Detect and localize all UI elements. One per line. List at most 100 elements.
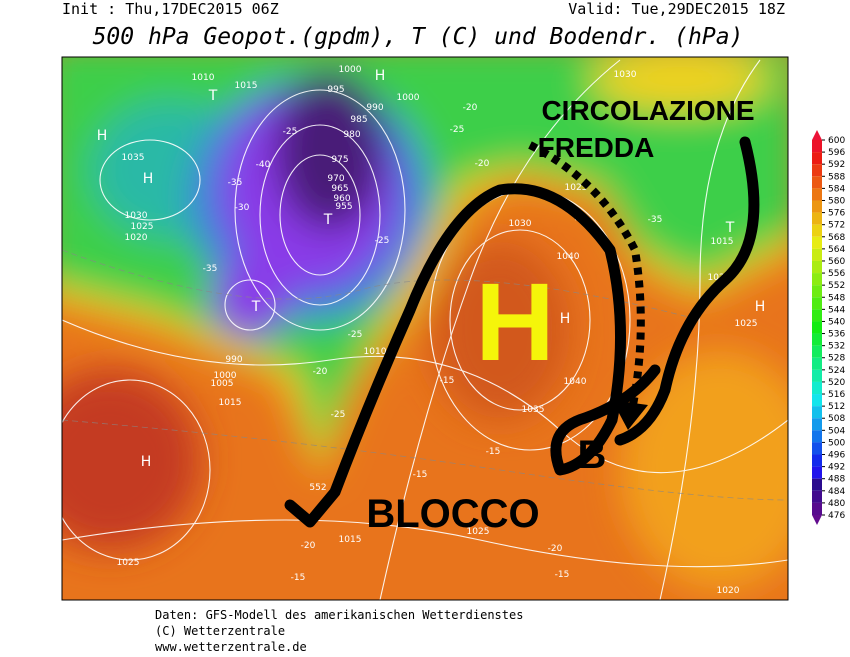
- pressure-center: H: [143, 171, 154, 187]
- pressure-center: T: [251, 299, 261, 315]
- colorbar-swatch: [812, 248, 822, 261]
- contour-label: -20: [463, 103, 478, 113]
- contour-label: 1010: [192, 73, 215, 83]
- contour-label: 1030: [125, 211, 148, 221]
- colorbar-swatch: [812, 236, 822, 249]
- colorbar-swatch: [812, 152, 822, 165]
- colorbar-label: 576: [828, 209, 845, 219]
- colorbar-swatch: [812, 406, 822, 419]
- pressure-center: T: [208, 88, 218, 104]
- annotation: BLOCCO: [366, 492, 539, 536]
- contour-label: 1015: [711, 237, 734, 247]
- colorbar-swatch: [812, 260, 822, 274]
- colorbar-swatch: [812, 357, 822, 370]
- contour-label: 990: [366, 103, 383, 113]
- colorbar-end: [812, 515, 822, 525]
- contour-label: 960: [333, 194, 350, 204]
- colorbar-label: 600: [828, 136, 845, 146]
- contour-label: 980: [343, 130, 360, 140]
- annotation: CIRCOLAZIONE: [541, 95, 754, 126]
- colorbar-label: 544: [828, 305, 845, 315]
- colorbar-swatch: [812, 381, 822, 395]
- colorbar-swatch: [812, 309, 822, 322]
- colorbar-label: 492: [828, 463, 845, 473]
- colorbar-label: 556: [828, 269, 845, 279]
- colorbar-label: 480: [828, 499, 845, 509]
- colorbar-label: 524: [828, 366, 845, 376]
- contour-label: 1015: [235, 81, 258, 91]
- contour-label: 965: [331, 184, 348, 194]
- colorbar-label: 484: [828, 487, 845, 497]
- colorbar-label: 548: [828, 293, 845, 303]
- colorbar-swatch: [812, 140, 822, 153]
- colorbar-label: 532: [828, 342, 845, 352]
- contour-label: 1030: [614, 70, 637, 80]
- colorbar-swatch: [812, 285, 822, 298]
- colorbar-label: 584: [828, 184, 845, 194]
- contour-label: 995: [327, 85, 344, 95]
- contour-label: 990: [225, 355, 242, 365]
- contour-label: 1040: [557, 252, 580, 262]
- colorbar-swatch: [812, 164, 822, 177]
- contour-label: -25: [283, 127, 298, 137]
- contour-label: 1025: [565, 183, 588, 193]
- colorbar-swatch: [812, 478, 822, 491]
- colorbar-swatch: [812, 188, 822, 201]
- contour-label: -20: [475, 159, 490, 169]
- colorbar-swatch: [812, 466, 822, 479]
- colorbar-swatch: [812, 224, 822, 237]
- colorbar-label: 560: [828, 257, 845, 267]
- colorbar-label: 528: [828, 354, 845, 364]
- colorbar-label: 508: [828, 414, 845, 424]
- colorbar-swatch: [812, 345, 822, 358]
- colorbar-swatch: [812, 176, 822, 189]
- colorbar-label: 476: [828, 511, 845, 521]
- colorbar-label: 512: [828, 402, 845, 412]
- contour-label: 1025: [467, 527, 490, 537]
- colorbar-swatch: [812, 212, 822, 225]
- colorbar-swatch: [812, 502, 822, 515]
- contour-label: -15: [555, 570, 570, 580]
- pressure-center: H: [375, 68, 386, 84]
- pressure-center: H: [755, 299, 766, 315]
- contour-label: -25: [450, 125, 465, 135]
- colorbar-label: 572: [828, 221, 845, 231]
- contour-label: 1035: [122, 153, 145, 163]
- contour-label: -25: [331, 410, 346, 420]
- colorbar-swatch: [812, 394, 822, 407]
- colorbar-label: 596: [828, 148, 845, 158]
- contour-label: -15: [486, 447, 501, 457]
- contour-label: 1015: [219, 398, 242, 408]
- contour-label: 552: [309, 483, 326, 493]
- colorbar-swatch: [812, 454, 822, 467]
- pressure-center: T: [725, 220, 735, 236]
- contour-label: 1000: [214, 371, 237, 381]
- colorbar-label: 568: [828, 233, 845, 243]
- colorbar-label: 496: [828, 451, 845, 461]
- contour-label: 975: [331, 155, 348, 165]
- colorbar-swatch: [812, 200, 822, 213]
- contour-label: -30: [235, 203, 250, 213]
- footer-line: Daten: GFS-Modell des amerikanischen Wet…: [155, 608, 523, 622]
- valid-time: Valid: Tue,29DEC2015 18Z: [568, 0, 785, 18]
- contour-label: -25: [375, 236, 390, 246]
- contour-label: 1000: [397, 93, 420, 103]
- colorbar-swatch: [812, 273, 822, 286]
- footer-line: (C) Wetterzentrale: [155, 624, 285, 638]
- colorbar-swatch: [812, 297, 822, 310]
- contour-label: 1040: [564, 377, 587, 387]
- contour-label: 1010: [364, 347, 387, 357]
- contour-label: -20: [301, 541, 316, 551]
- contour-label: 1025: [131, 222, 154, 232]
- pressure-center: H: [97, 128, 108, 144]
- contour-label: -25: [348, 330, 363, 340]
- colorbar-end: [812, 130, 822, 140]
- colorbar-label: 516: [828, 390, 845, 400]
- footer-line: www.wetterzentrale.de: [155, 640, 307, 654]
- colorbar-swatch: [812, 418, 822, 431]
- colorbar-swatch: [812, 490, 822, 503]
- contour-label: 1000: [339, 65, 362, 75]
- annotation: FREDDA: [538, 132, 655, 163]
- colorbar-label: 520: [828, 378, 845, 388]
